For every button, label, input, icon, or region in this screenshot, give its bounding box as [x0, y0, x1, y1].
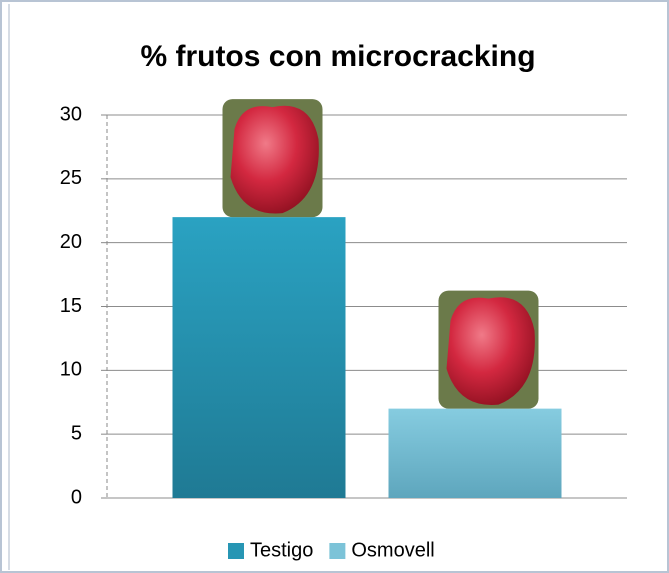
fruit-photo — [438, 290, 539, 409]
legend-label: Testigo — [250, 539, 313, 561]
legend-swatch — [228, 543, 244, 559]
y-tick-label: 30 — [60, 103, 82, 125]
y-tick-label: 20 — [60, 231, 82, 253]
y-tick-label: 5 — [71, 422, 82, 444]
y-tick-label: 15 — [60, 295, 82, 317]
y-tick-label: 25 — [60, 167, 82, 189]
legend-label: Osmovell — [351, 539, 434, 561]
chart-title: % frutos con microcracking — [140, 40, 535, 73]
legend-swatch — [329, 543, 346, 559]
fruit-photo — [222, 99, 323, 218]
apple — [446, 297, 535, 405]
y-tick-label: 0 — [71, 486, 82, 508]
y-tick-label: 10 — [60, 359, 82, 381]
bar — [172, 217, 346, 498]
bar — [388, 408, 562, 498]
apple — [230, 105, 319, 214]
